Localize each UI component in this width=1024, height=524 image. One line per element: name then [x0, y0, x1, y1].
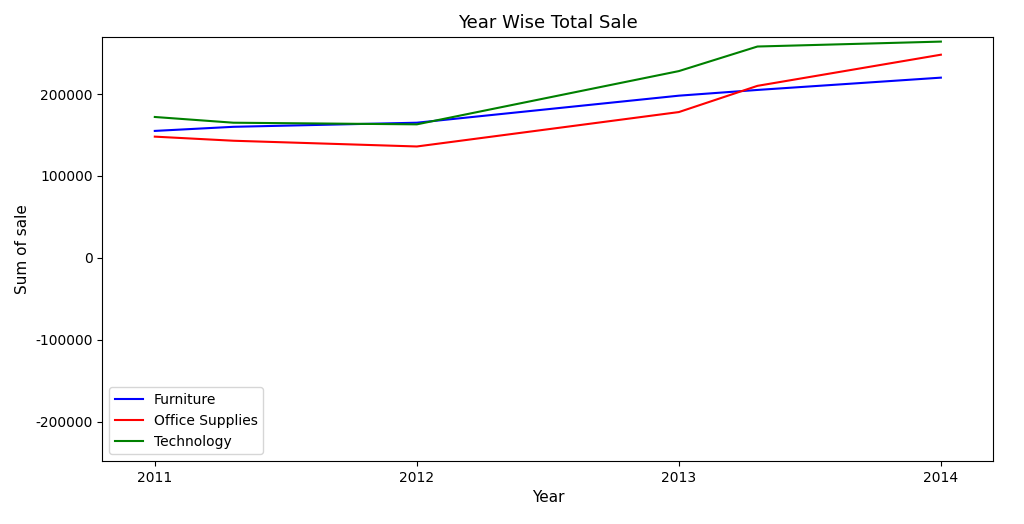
Office Supplies	[935, 51, 947, 58]
Office Supplies	[148, 134, 161, 140]
Furniture	[148, 128, 161, 134]
X-axis label: Year: Year	[531, 490, 564, 505]
Line: Technology: Technology	[155, 41, 941, 124]
Legend: Furniture, Office Supplies, Technology: Furniture, Office Supplies, Technology	[110, 387, 263, 454]
Technology	[227, 119, 240, 126]
Technology	[935, 38, 947, 45]
Office Supplies	[227, 138, 240, 144]
Technology	[752, 43, 764, 50]
Furniture	[935, 74, 947, 81]
Furniture	[411, 119, 423, 126]
Y-axis label: Sum of sale: Sum of sale	[14, 204, 30, 294]
Technology	[673, 68, 685, 74]
Title: Year Wise Total Sale: Year Wise Total Sale	[458, 14, 638, 32]
Technology	[148, 114, 161, 120]
Office Supplies	[752, 83, 764, 89]
Furniture	[752, 87, 764, 93]
Furniture	[227, 124, 240, 130]
Office Supplies	[673, 109, 685, 115]
Line: Office Supplies: Office Supplies	[155, 54, 941, 147]
Technology	[411, 121, 423, 127]
Furniture	[673, 93, 685, 99]
Line: Furniture: Furniture	[155, 78, 941, 131]
Office Supplies	[411, 144, 423, 150]
